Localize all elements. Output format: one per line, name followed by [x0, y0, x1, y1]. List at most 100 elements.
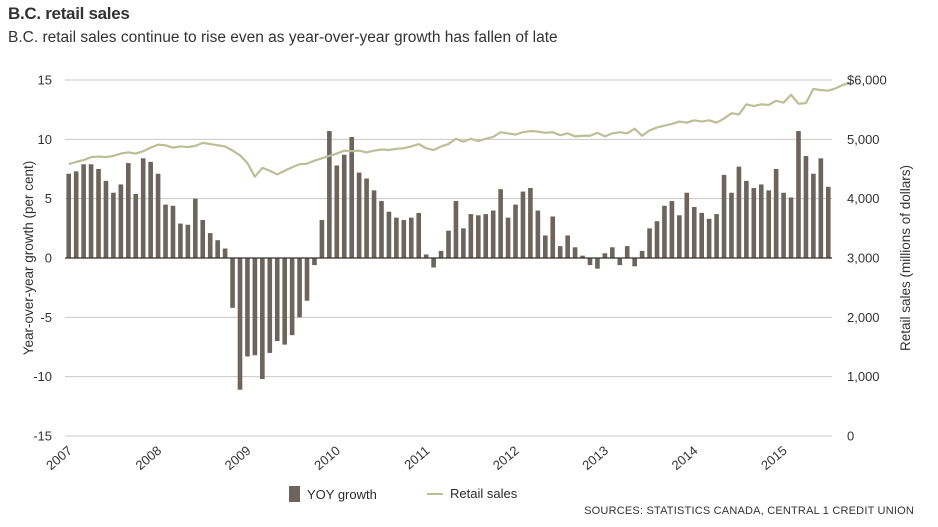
yoy-bar: [319, 220, 325, 258]
legend-retail-sales: Retail sales: [427, 486, 517, 501]
yoy-bar: [475, 215, 481, 258]
yoy-bar: [193, 198, 198, 258]
yoy-bar: [632, 258, 637, 267]
yoy-bar: [669, 201, 675, 258]
yoy-bar: [185, 224, 191, 258]
yoy-bar: [587, 258, 593, 266]
bar-series: [66, 131, 831, 390]
y2-tick-label: 2,000: [847, 310, 880, 325]
yoy-bar: [699, 212, 704, 258]
x-tick-label: 2011: [401, 443, 432, 472]
y-tick-label: -15: [33, 429, 52, 444]
yoy-bar: [304, 258, 310, 301]
yoy-bar: [446, 230, 451, 258]
yoy-bar: [624, 246, 630, 258]
legend-yoy-growth: YOY growth: [289, 486, 377, 502]
yoy-bar: [386, 211, 392, 258]
chart-subtitle: B.C. retail sales continue to rise even …: [8, 29, 558, 46]
yoy-bar: [572, 247, 578, 258]
y-tick-label: 15: [38, 73, 52, 88]
yoy-bar: [81, 164, 86, 258]
chart-title: B.C. retail sales: [8, 4, 130, 23]
yoy-bar: [401, 220, 407, 258]
yoy-bar: [543, 235, 548, 258]
yoy-bar: [468, 214, 474, 258]
y-tick-label: 10: [38, 132, 52, 147]
yoy-bar: [252, 258, 258, 356]
yoy-bar: [312, 258, 317, 266]
yoy-bar: [535, 210, 541, 258]
x-tick-label: 2007: [43, 443, 75, 473]
yoy-bar: [550, 216, 556, 258]
yoy-bar: [282, 258, 287, 345]
yoy-bar: [170, 205, 176, 258]
yoy-bar: [133, 193, 139, 258]
line-series: [68, 81, 851, 178]
y2-tick-label: $6,000: [847, 73, 887, 88]
yoy-bar: [520, 191, 526, 258]
yoy-bar: [267, 258, 273, 353]
yoy-bar: [88, 164, 94, 258]
yoy-bar: [766, 190, 772, 258]
yoy-bar: [825, 186, 831, 258]
yoy-bar: [274, 258, 280, 342]
yoy-bar: [654, 221, 660, 258]
yoy-bar: [237, 258, 243, 390]
yoy-bar: [773, 169, 779, 258]
yoy-bar: [483, 214, 489, 258]
yoy-bar: [647, 228, 652, 258]
yoy-bar: [639, 250, 645, 258]
yoy-bar: [111, 192, 116, 258]
axis-ticks: 15 10 5 0 -5 -10 -15 $6,000 5,000 4,000 3,000 2,000…: [33, 73, 887, 473]
x-tick-label: 2010: [311, 443, 343, 473]
y2-axis-title: Retail sales (millions of dollars): [898, 165, 913, 351]
yoy-bar: [66, 173, 72, 258]
y2-tick-label: 0: [847, 429, 854, 444]
yoy-bar: [230, 258, 235, 308]
yoy-bar: [788, 197, 794, 258]
yoy-bar: [200, 220, 206, 258]
yoy-bar: [602, 253, 608, 258]
y-tick-label: -5: [40, 310, 52, 325]
y-axis-title: Year-over-year growth (per cent): [21, 161, 36, 356]
yoy-bar: [207, 233, 213, 258]
yoy-bar: [744, 180, 749, 258]
yoy-bar: [289, 258, 295, 336]
yoy-bar: [580, 255, 585, 258]
yoy-bar: [736, 166, 742, 258]
yoy-bar: [662, 205, 667, 258]
legend-line-label: Retail sales: [450, 486, 518, 501]
yoy-bar: [513, 204, 518, 258]
yoy-bar: [595, 258, 600, 269]
yoy-bar: [297, 258, 302, 318]
yoy-bar: [379, 201, 384, 258]
x-tick-label: 2013: [579, 443, 611, 473]
yoy-bar: [334, 165, 340, 258]
legend-bar-swatch: [289, 486, 300, 502]
yoy-bar: [461, 228, 466, 258]
yoy-bar: [505, 217, 511, 258]
x-tick-label: 2015: [758, 443, 790, 473]
yoy-bar: [408, 217, 414, 258]
yoy-bar: [356, 172, 362, 258]
yoy-bar: [617, 258, 623, 266]
yoy-bar: [490, 210, 496, 258]
yoy-bar: [691, 206, 697, 258]
yoy-bar: [528, 187, 533, 258]
x-tick-label: 2012: [490, 443, 522, 473]
x-tick-label: 2008: [132, 443, 164, 473]
yoy-bar: [118, 184, 124, 258]
y-tick-label: -10: [33, 369, 52, 384]
yoy-bar: [155, 173, 161, 258]
legend-bar-label: YOY growth: [307, 486, 377, 502]
yoy-bar: [125, 163, 131, 258]
yoy-bar: [431, 258, 436, 268]
yoy-bar: [260, 258, 265, 380]
yoy-bar: [416, 212, 422, 258]
yoy-bar: [803, 155, 809, 258]
yoy-bar: [729, 192, 734, 258]
yoy-bar: [565, 235, 570, 258]
legend-line-swatch: [427, 492, 443, 495]
y2-tick-label: 5,000: [847, 132, 880, 147]
yoy-bar: [215, 240, 220, 258]
